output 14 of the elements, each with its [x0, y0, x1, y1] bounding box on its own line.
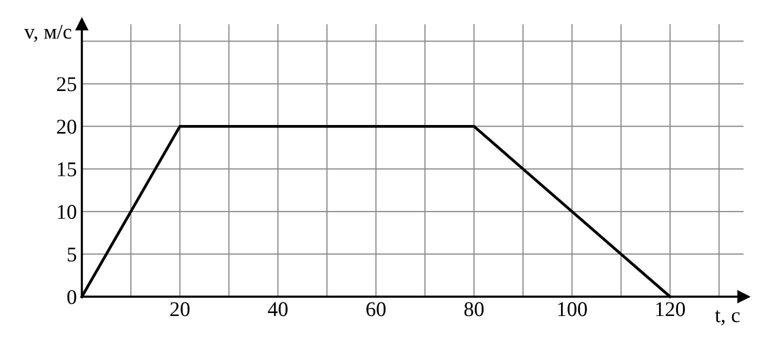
y-tick-label: 25	[57, 77, 76, 92]
x-tick-label: 100	[558, 302, 587, 316]
x-tick-label: 20	[170, 302, 190, 316]
x-tick-label: 80	[464, 302, 484, 316]
x-axis-title: t, с	[715, 310, 740, 326]
y-tick-label: 10	[58, 204, 76, 219]
x-tick-label: 40	[268, 302, 288, 316]
x-tick-label: 120	[656, 302, 685, 316]
y-axis-title: v, м/с	[24, 24, 72, 42]
y-tick-label: 0	[67, 290, 76, 304]
y-tick-label: 15	[58, 162, 76, 176]
x-tick-label: 60	[366, 302, 386, 316]
y-tick-label: 20	[57, 120, 76, 134]
y-tick-label: 5	[68, 248, 76, 262]
